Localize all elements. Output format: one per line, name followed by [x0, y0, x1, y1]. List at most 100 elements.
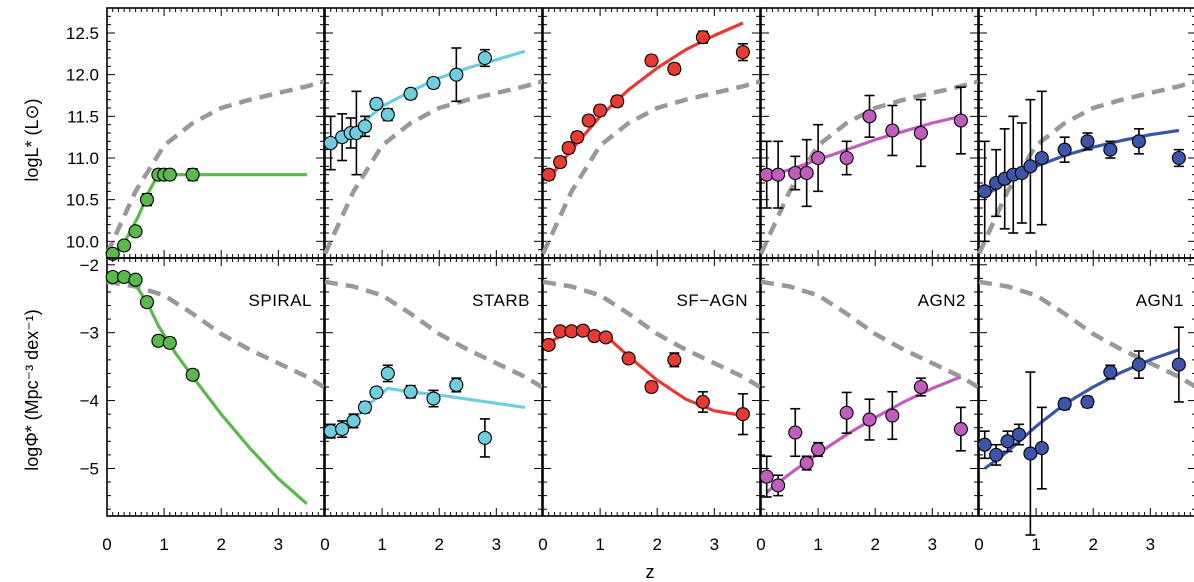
x-tick-label: 1: [595, 535, 604, 554]
y-tick-label: 11.0: [67, 149, 99, 168]
data-point: [1080, 134, 1095, 149]
data-point: [862, 412, 877, 427]
data-point: [735, 407, 750, 422]
data-point: [570, 130, 585, 145]
y-tick-label: 11.5: [67, 107, 99, 126]
data-point: [839, 405, 854, 420]
data-point: [162, 335, 177, 350]
x-tick-label: 2: [434, 535, 443, 554]
x-tick-label: 3: [492, 535, 501, 554]
data-point: [913, 379, 928, 395]
x-tick-label: 2: [652, 535, 661, 554]
reference-curve: [976, 79, 1194, 255]
panel-label-spiral: SPIRAL: [249, 291, 312, 310]
data-point: [323, 135, 338, 151]
x-axis-label: z: [646, 562, 655, 582]
reference-curve: [542, 279, 762, 389]
data-point: [759, 469, 774, 484]
y-axis-label-top: logL* (L⊙): [22, 98, 42, 181]
data-point: [553, 155, 568, 170]
data-point: [1103, 142, 1118, 157]
x-tick-label: 3: [710, 535, 719, 554]
y-tick-label: 10.5: [66, 191, 99, 210]
fit-curve-agn1: [983, 348, 1180, 470]
data-point: [1057, 396, 1072, 412]
data-point: [913, 125, 928, 141]
data-point: [799, 455, 814, 471]
panel-starb-l: [322, 7, 543, 259]
data-point: [1034, 150, 1049, 166]
panel-agn1-phi: AGN1: [977, 257, 1194, 536]
data-point: [1034, 441, 1049, 456]
data-point: [449, 377, 464, 393]
x-tick-label: 0: [756, 535, 765, 554]
y-tick-label: −3: [80, 324, 99, 343]
panel-agn2-l: [758, 7, 979, 259]
y-axis-label-bottom: logΦ* (Mpc⁻³ dex⁻¹): [22, 309, 42, 470]
data-point: [1023, 159, 1038, 174]
data-point: [449, 67, 464, 82]
reference-curve: [104, 79, 325, 255]
reference-curve: [540, 79, 761, 255]
data-point: [1171, 150, 1186, 166]
data-point: [953, 113, 968, 128]
fit-curve-sf-agn: [542, 329, 744, 418]
data-point: [139, 192, 155, 207]
data-point: [541, 337, 556, 352]
panel-label-sf-agn: SF−AGN: [677, 291, 749, 310]
data-point: [610, 94, 625, 109]
data-point: [989, 447, 1004, 462]
data-point: [426, 75, 441, 91]
panel-agn1-l: [976, 7, 1194, 259]
panel-frame: [106, 7, 325, 259]
panel-sf-agn-phi: SF−AGN: [541, 257, 762, 517]
y-tick-label: −5: [80, 459, 99, 478]
data-point: [1171, 357, 1186, 372]
data-point: [561, 140, 576, 156]
data-point: [1057, 142, 1072, 157]
data-point: [598, 330, 613, 345]
data-point: [477, 50, 492, 66]
y-tick-label: 12.5: [66, 24, 99, 43]
panel-label-agn1: AGN1: [1136, 291, 1184, 310]
data-point: [323, 424, 338, 439]
data-point: [185, 367, 200, 382]
data-point: [151, 333, 166, 348]
reference-curve: [322, 79, 543, 255]
x-tick-label: 3: [274, 535, 283, 554]
x-tick-label: 3: [928, 535, 937, 554]
data-point: [593, 103, 608, 118]
data-point: [369, 96, 384, 111]
data-point: [575, 323, 591, 338]
data-point: [644, 379, 659, 395]
panel-starb-phi: STARB: [323, 257, 544, 517]
data-point: [667, 352, 682, 367]
data-point: [128, 272, 143, 287]
panel-spiral-l: 10.0 10.5 11.0 11.5 12.0 12.5: [66, 7, 325, 261]
reference-curve: [324, 279, 544, 389]
data-point: [541, 167, 556, 182]
data-point: [862, 109, 877, 124]
data-point: [771, 167, 786, 182]
reference-curve: [760, 279, 980, 389]
data-point: [128, 224, 143, 239]
reference-curve: [978, 279, 1194, 389]
data-point: [117, 238, 132, 253]
x-tick-label: 0: [320, 535, 329, 554]
data-point: [839, 150, 854, 166]
data-point: [369, 385, 384, 400]
data-point: [162, 167, 177, 182]
data-point: [1131, 134, 1146, 149]
data-point: [885, 408, 900, 423]
data-point: [644, 53, 659, 68]
data-point: [380, 107, 395, 122]
panel-agn2-phi: AGN2: [759, 257, 980, 517]
x-tick-label: 0: [538, 535, 547, 554]
data-point: [403, 384, 418, 399]
data-point: [1023, 446, 1038, 461]
data-point: [885, 123, 900, 138]
data-point: [335, 422, 350, 437]
x-tick-label: 2: [870, 535, 879, 554]
data-point: [477, 430, 492, 445]
y-tick-label: −2: [80, 256, 99, 275]
